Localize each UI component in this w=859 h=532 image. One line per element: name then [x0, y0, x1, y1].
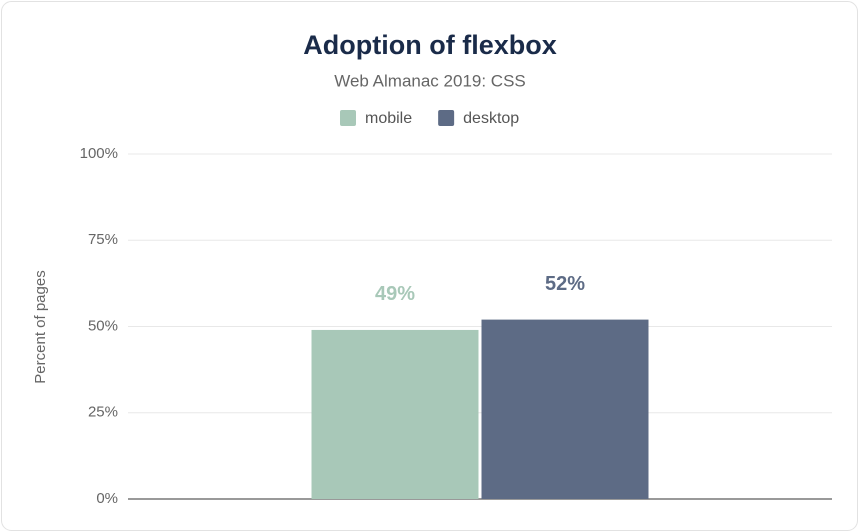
legend-swatch — [340, 110, 356, 126]
bar — [311, 329, 479, 499]
y-tick-label: 100% — [80, 145, 118, 162]
y-axis-title: Percent of pages — [32, 270, 49, 383]
data-label: 52% — [545, 273, 585, 295]
bar — [481, 319, 649, 499]
y-tick-label: 75% — [88, 231, 118, 248]
legend-label: desktop — [463, 110, 519, 127]
y-tick-label: 50% — [88, 317, 118, 334]
chart-subtitle: Web Almanac 2019: CSS — [334, 71, 526, 90]
legend-label: mobile — [365, 110, 412, 127]
y-tick-label: 25% — [88, 404, 118, 421]
y-tick-label: 0% — [96, 490, 118, 507]
chart-title: Adoption of flexbox — [303, 30, 556, 60]
data-label: 49% — [375, 283, 415, 305]
legend-swatch — [438, 110, 455, 126]
